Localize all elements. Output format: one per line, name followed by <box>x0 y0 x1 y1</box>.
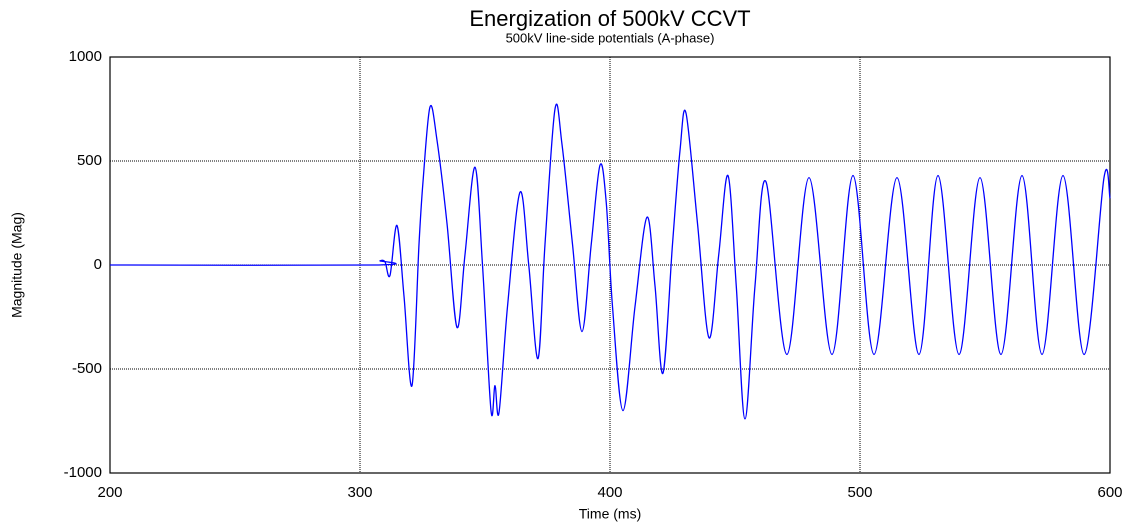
y-tick-label: 500 <box>77 152 102 169</box>
chart-title: Energization of 500kV CCVT <box>469 6 750 31</box>
y-tick-label: -500 <box>72 360 102 377</box>
chart-subtitle: 500kV line-side potentials (A-phase) <box>506 30 715 45</box>
y-tick-label: 1000 <box>69 48 102 65</box>
x-tick-label: 200 <box>97 484 122 501</box>
x-tick-label: 600 <box>1097 484 1122 501</box>
x-tick-label: 500 <box>847 484 872 501</box>
y-axis-label: Magnitude (Mag) <box>9 212 25 318</box>
x-axis-label: Time (ms) <box>579 506 641 522</box>
x-tick-label: 400 <box>597 484 622 501</box>
y-tick-label: -1000 <box>64 464 102 481</box>
x-tick-label: 300 <box>347 484 372 501</box>
data-line <box>109 103 1111 420</box>
y-tick-label: 0 <box>94 256 102 273</box>
